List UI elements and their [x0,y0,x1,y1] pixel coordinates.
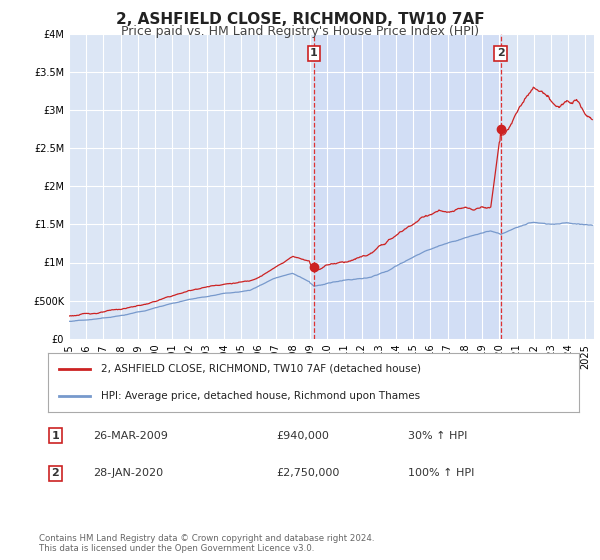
Text: 30% ↑ HPI: 30% ↑ HPI [408,431,467,441]
Text: 2: 2 [497,48,505,58]
Text: £940,000: £940,000 [276,431,329,441]
Text: £2,750,000: £2,750,000 [276,468,340,478]
Text: 100% ↑ HPI: 100% ↑ HPI [408,468,475,478]
Text: 1: 1 [52,431,59,441]
Text: Contains HM Land Registry data © Crown copyright and database right 2024.
This d: Contains HM Land Registry data © Crown c… [39,534,374,553]
Text: 2: 2 [52,468,59,478]
Text: 26-MAR-2009: 26-MAR-2009 [93,431,168,441]
Text: 1: 1 [310,48,318,58]
Text: Price paid vs. HM Land Registry's House Price Index (HPI): Price paid vs. HM Land Registry's House … [121,25,479,38]
Text: 2, ASHFIELD CLOSE, RICHMOND, TW10 7AF (detached house): 2, ASHFIELD CLOSE, RICHMOND, TW10 7AF (d… [101,363,421,374]
Text: 28-JAN-2020: 28-JAN-2020 [93,468,163,478]
Text: HPI: Average price, detached house, Richmond upon Thames: HPI: Average price, detached house, Rich… [101,391,420,401]
Bar [314,34,501,339]
Text: 2, ASHFIELD CLOSE, RICHMOND, TW10 7AF: 2, ASHFIELD CLOSE, RICHMOND, TW10 7AF [116,12,484,27]
